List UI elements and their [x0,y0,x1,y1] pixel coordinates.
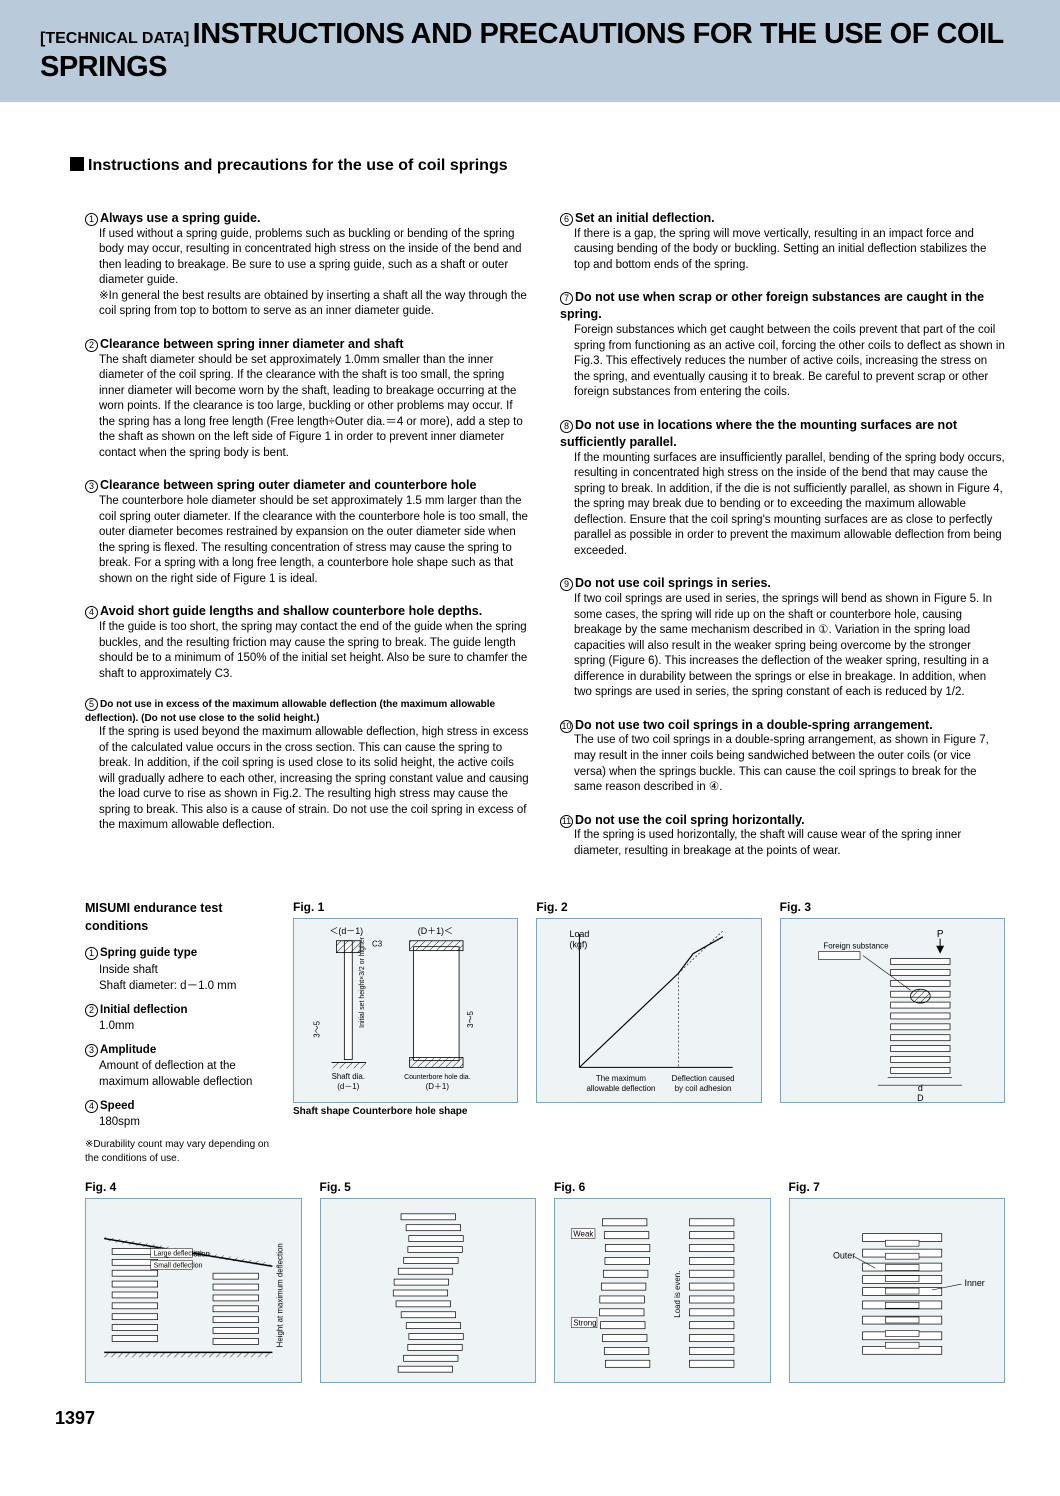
svg-text:Large deflection: Large deflection [154,1251,203,1258]
test-item: 2Initial deflection1.0mm [85,1002,275,1034]
fig-3: Fig. 3 P Foreign substance d D [780,900,1005,1166]
fig-4-box: Large deflection Large deflection Small … [85,1198,302,1383]
svg-text:Load: Load [570,929,590,939]
instruction-item: 9Do not use coil springs in series.If tw… [560,575,1005,700]
svg-text:Counterbore hole dia.: Counterbore hole dia. [404,1075,471,1082]
svg-text:Inner: Inner [964,1278,984,1288]
fig-6-label: Fig. 6 [554,1180,771,1194]
fig-7: Fig. 7 Outer Inner [789,1180,1006,1383]
instruction-item: 7Do not use when scrap or other foreign … [560,289,1005,400]
svg-text:(D＋1)＜: (D＋1)＜ [418,926,453,936]
test-item: 3AmplitudeAmount of deflection at the ma… [85,1042,275,1090]
instruction-item: 1Always use a spring guide.If used witho… [85,210,530,320]
svg-text:＜(d－1): ＜(d－1) [330,926,364,936]
svg-text:P: P [937,929,944,940]
header-band: [TECHNICAL DATA] INSTRUCTIONS AND PRECAU… [0,0,1060,102]
fig-5-label: Fig. 5 [320,1180,537,1194]
fig-2: Fig. 2 Load (kgf) The maximum allowable … [536,900,761,1166]
svg-text:(D＋1): (D＋1) [426,1083,450,1092]
fig-7-label: Fig. 7 [789,1180,1006,1194]
fig-3-label: Fig. 3 [780,900,1005,914]
test-item: 4Speed180spm [85,1098,275,1130]
test-conditions: MISUMI endurance test conditions 1Spring… [85,900,275,1166]
section-title: Instructions and precautions for the use… [70,157,1060,175]
instruction-item: 6Set an initial deflection.If there is a… [560,210,1005,273]
header-title: INSTRUCTIONS AND PRECAUTIONS FOR THE USE… [40,18,1003,83]
fig-6: Fig. 6 Weak Strong Load is even. [554,1180,771,1383]
svg-text:by coil adhesion: by coil adhesion [675,1085,732,1094]
fig-2-box: Load (kgf) The maximum allowable deflect… [536,918,761,1103]
fig-1: Fig. 1 ＜(d－1) (D＋1)＜ [293,900,518,1166]
svg-text:allowable deflection: allowable deflection [587,1085,656,1094]
fig-5-box [320,1198,537,1383]
svg-text:3～5: 3～5 [313,1021,322,1038]
instruction-item: 8Do not use in locations where the the m… [560,417,1005,559]
fig-2-label: Fig. 2 [536,900,761,914]
instruction-item: 10Do not use two coil springs in a doubl… [560,717,1005,796]
right-column: 6Set an initial deflection.If there is a… [560,210,1005,875]
svg-text:Shaft dia.: Shaft dia. [332,1073,365,1082]
instruction-item: 3Clearance between spring outer diameter… [85,477,530,587]
test-note: ※Durability count may vary depending on … [85,1138,275,1166]
fig-3-box: P Foreign substance d D [780,918,1005,1103]
svg-text:Load is even.: Load is even. [673,1271,682,1318]
svg-text:Small deflection: Small deflection [154,1263,203,1270]
fig-1-label: Fig. 1 [293,900,518,914]
svg-text:D: D [917,1093,923,1102]
page-number: 1397 [55,1408,1060,1429]
fig-5: Fig. 5 [320,1180,537,1383]
instruction-item: 11Do not use the coil spring horizontall… [560,812,1005,860]
svg-text:Weak: Weak [573,1230,593,1239]
left-column: 1Always use a spring guide.If used witho… [85,210,530,875]
svg-text:Foreign substance: Foreign substance [823,942,889,951]
fig-1-box: ＜(d－1) (D＋1)＜ C3 3～5 3～5 Initial set hei… [293,918,518,1103]
test-item: 1Spring guide typeInside shaftShaft diam… [85,945,275,993]
fig-7-box: Outer Inner [789,1198,1006,1383]
svg-text:Height at maximum deflection: Height at maximum deflection [275,1244,284,1348]
svg-text:(kgf): (kgf) [570,940,588,950]
svg-text:(d－1): (d－1) [337,1083,359,1092]
fig-4: Fig. 4 Large deflection Large deflection… [85,1180,302,1383]
instruction-item: 5Do not use in excess of the maximum all… [85,698,530,834]
svg-text:Strong: Strong [573,1319,596,1328]
svg-text:C3: C3 [372,940,383,949]
svg-text:3～5: 3～5 [466,1011,475,1028]
section-title-text: Instructions and precautions for the use… [88,157,508,174]
svg-text:Deflection caused: Deflection caused [672,1075,735,1084]
svg-text:d: d [918,1084,923,1094]
fig-4-label: Fig. 4 [85,1180,302,1194]
svg-text:Outer: Outer [832,1251,854,1261]
fig-1-caption: Shaft shape Counterbore hole shape [293,1106,518,1117]
test-title: MISUMI endurance test conditions [85,900,275,935]
instruction-item: 2Clearance between spring inner diameter… [85,336,530,461]
svg-text:The maximum: The maximum [596,1075,646,1084]
fig-6-box: Weak Strong Load is even. [554,1198,771,1383]
header-tag: [TECHNICAL DATA] [40,30,189,47]
svg-text:Initial set height×3/2 or high: Initial set height×3/2 or higher [359,937,366,1028]
square-bullet-icon [70,157,84,171]
instruction-item: 4Avoid short guide lengths and shallow c… [85,603,530,682]
